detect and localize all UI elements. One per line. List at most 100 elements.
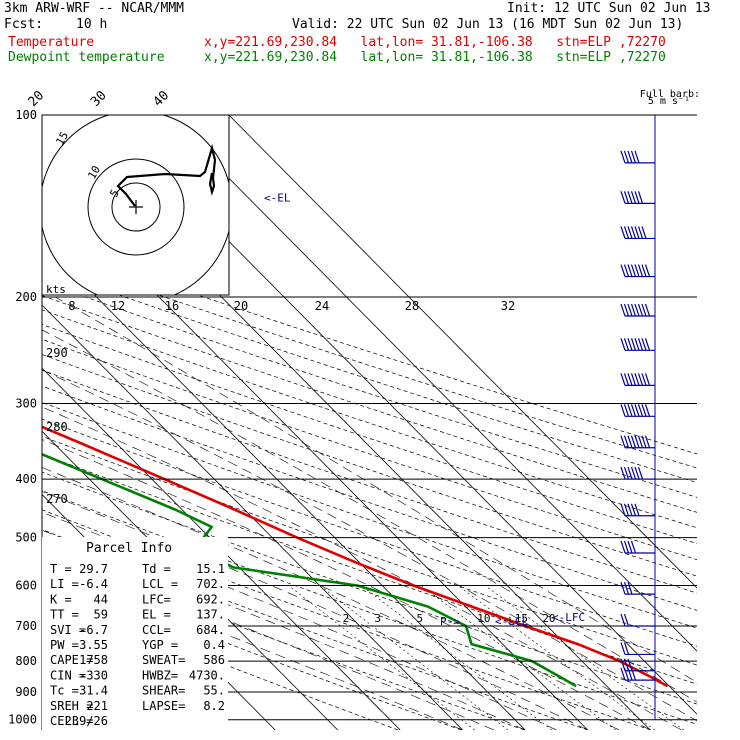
- wind-barb-flag: [634, 466, 640, 480]
- moist-adiabat: [42, 369, 697, 722]
- wind-barb-flag: [623, 338, 630, 351]
- parcel-info-key: SWEAT=: [142, 653, 185, 667]
- wind-barb-flag: [620, 466, 626, 480]
- pressure-tick-label: 600: [15, 579, 37, 593]
- dry-adiabat: [42, 509, 652, 730]
- wind-barb-flag: [634, 264, 640, 277]
- theta-left-label: 270: [46, 492, 68, 506]
- wind-barb-flag: [630, 435, 637, 448]
- wind-barb-flag: [630, 191, 637, 204]
- parcel-info-panel: Parcel Info T = 29.7 Td = 15.1 LI = -6.4 LCL = 7…: [42, 537, 228, 730]
- wind-barb-flag: [630, 503, 637, 516]
- hodograph-ring-label: 10: [85, 164, 103, 182]
- wind-barb-flag: [641, 226, 647, 239]
- dewpoint-legend: Dewpoint temperature: [8, 50, 165, 65]
- wind-barb-flag: [637, 303, 644, 317]
- wind-barb-flag: [620, 373, 626, 386]
- isotherm: [42, 430, 338, 730]
- el-marker: <-EL: [264, 192, 291, 205]
- wind-barb-flag: [637, 466, 644, 480]
- wind-barb-flag: [630, 373, 637, 386]
- hodograph-speed-label: 8: [68, 299, 75, 313]
- barb-legend-value: 5 m s⁻¹: [648, 96, 690, 107]
- wind-barb-flag: [620, 226, 626, 239]
- wind-barb-flag: [641, 435, 647, 448]
- parcel-info-key: K =: [50, 592, 72, 606]
- wind-barb-flag: [623, 540, 630, 554]
- wind-barb-flag: [634, 150, 640, 164]
- wind-barb-flag: [634, 191, 640, 204]
- init-time: Init: 12 UTC Sun 02 Jun 13: [507, 1, 711, 16]
- wind-barb: [620, 613, 655, 627]
- parcel-info-key: HWBZ=: [142, 668, 178, 682]
- forecast-hour: 10 h: [76, 17, 108, 32]
- wind-barb: [620, 303, 655, 317]
- parcel-info-key: SREH =: [50, 699, 93, 713]
- parcel-info-key: LI =: [50, 577, 79, 591]
- hodograph-ring-label: 15: [53, 130, 71, 148]
- parcel-info-value: 55.: [203, 684, 225, 698]
- wind-barb-flag: [623, 642, 630, 655]
- dry-adiabat: [42, 338, 697, 561]
- dry-adiabat: [42, 549, 525, 730]
- parcel-info-value: 59: [94, 608, 108, 622]
- parcel-info-value: 684.: [196, 623, 225, 637]
- wind-barb-flag: [641, 338, 647, 351]
- parcel-info-key: LFC=: [142, 592, 171, 606]
- parcel-info-value: -6.4: [79, 577, 108, 591]
- isotherm: [0, 115, 25, 730]
- mixing-ratio-line: [319, 585, 509, 730]
- parcel-info-key: SVI =: [50, 623, 86, 637]
- wind-barb-flag: [620, 613, 626, 627]
- moist-adiabat: [42, 511, 557, 730]
- wind-barb-flag: [627, 303, 633, 317]
- wind-barb-flag: [634, 373, 640, 386]
- model-title: 3km ARW-WRF -- NCAR/MMM: [4, 1, 185, 16]
- wind-barb-flag: [634, 338, 640, 351]
- theta-left-label: 280: [46, 420, 68, 434]
- wind-barb-flag: [623, 264, 630, 277]
- pressure-tick-label: 300: [15, 397, 37, 411]
- wind-barb-flag: [634, 503, 640, 516]
- wind-barb-flag: [623, 150, 630, 164]
- wind-barb-flag: [623, 373, 630, 386]
- parcel-info-key: LCL =: [142, 577, 178, 591]
- parcel-info-value: 3.55: [79, 638, 108, 652]
- isotherm: [228, 115, 697, 589]
- mixing-ratio-line: [457, 585, 656, 730]
- parcel-info-value: 15.1: [196, 562, 225, 576]
- wind-barb-flag: [644, 373, 651, 386]
- wind-barb-flag: [623, 613, 630, 627]
- dry-adiabat: [42, 385, 697, 611]
- wind-barb-flag: [637, 226, 644, 239]
- parcel-info-value: 1758: [79, 653, 108, 667]
- pressure-tick-label: 400: [15, 472, 37, 486]
- dry-adiabat: [42, 490, 697, 725]
- wind-barb-flag: [623, 435, 630, 448]
- wind-barb-flag: [630, 150, 637, 164]
- wind-barb-flag: [620, 264, 626, 277]
- wind-barb-flag: [637, 191, 644, 204]
- wind-barb-flag: [627, 404, 633, 417]
- wind-barb-flag: [623, 226, 630, 239]
- parcel-info-value: 137.: [196, 608, 225, 622]
- wind-barb-flag: [627, 373, 633, 386]
- mixing-ratio-line: [288, 585, 475, 730]
- wind-barb-flag: [620, 338, 626, 351]
- wind-barb-flag: [627, 226, 633, 239]
- mixing-ratio-label: 10: [477, 612, 490, 625]
- isotherm-label: 20: [26, 88, 48, 110]
- wind-barb: [620, 503, 655, 517]
- parcel-info-value: 586: [203, 653, 225, 667]
- hodograph-speed-label: 28: [405, 299, 419, 313]
- mixing-ratio-label: 5: [416, 612, 423, 625]
- barb-legend-title: Full barb:: [640, 89, 700, 100]
- parcel-info-key: CCL=: [142, 623, 171, 637]
- wind-barb-flag: [627, 581, 633, 595]
- sounding-profiles: [42, 425, 669, 688]
- mixing-ratio-line: [420, 585, 616, 730]
- dewpoint-profile: [42, 452, 577, 688]
- pressure-tick-label: 700: [15, 619, 37, 633]
- parcel-info-value: 29.7: [79, 562, 108, 576]
- wind-barb-flag: [623, 404, 630, 417]
